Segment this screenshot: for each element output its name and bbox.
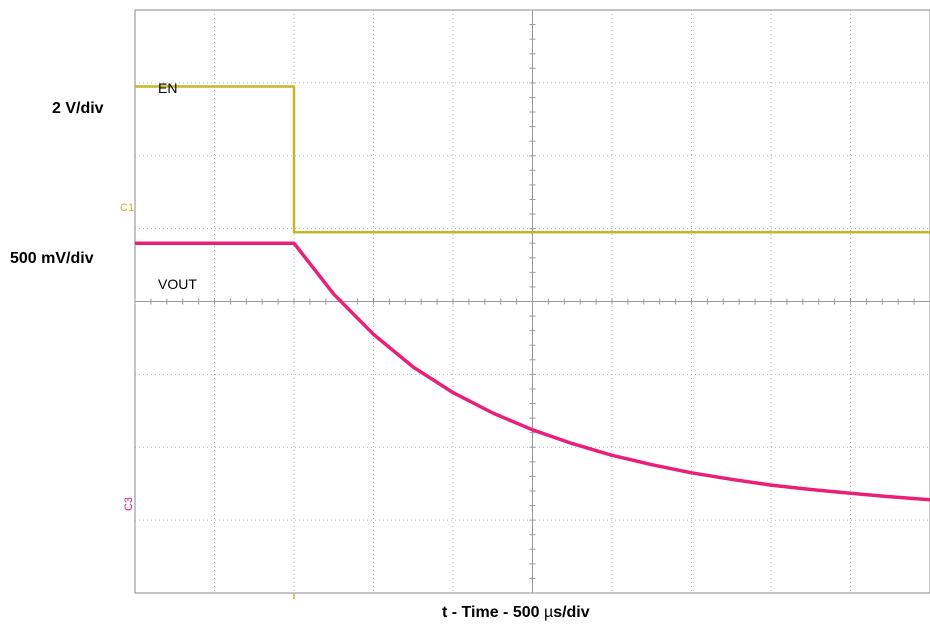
en-trace-label: EN <box>158 80 178 96</box>
x-axis-label-prefix: t - Time - 500 <box>442 604 544 621</box>
grid <box>134 9 930 594</box>
trace-vout <box>135 241 930 502</box>
vout-scale-label: 500 mV/div <box>10 250 94 267</box>
en-scale-label: 2 V/div <box>52 100 104 117</box>
c1-marker: C1 <box>120 202 135 214</box>
x-axis-label-mu: µ <box>543 604 554 621</box>
x-axis-label-suffix: s/div <box>553 604 590 621</box>
trace-en <box>135 85 930 234</box>
c3-marker: C3 <box>123 496 136 512</box>
vout-trace-label: VOUT <box>158 276 197 292</box>
x-axis-label: t - Time - 500 µs/div <box>442 604 590 622</box>
traces <box>135 85 930 599</box>
